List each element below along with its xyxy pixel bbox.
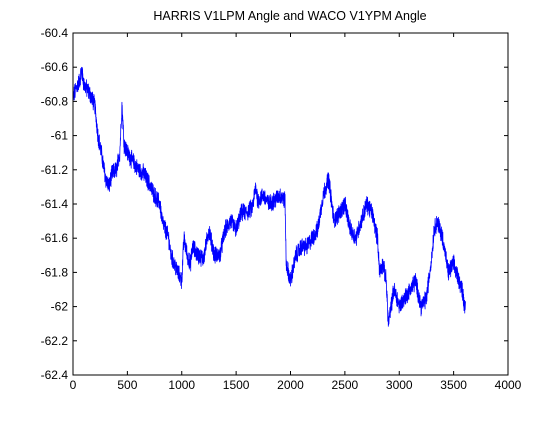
- y-tick-label: -60.8: [41, 94, 69, 108]
- axes-layer: 0 500 1000 1500 2000 2500 3000 3500 4000 -60.4 -60…: [41, 26, 522, 392]
- series-layer: [72, 66, 466, 327]
- y-tick-label: -60.4: [41, 26, 69, 40]
- x-tick-label: 2500: [332, 378, 359, 392]
- x-tick-label: 500: [117, 378, 137, 392]
- plot-area: [73, 33, 508, 375]
- x-tick-label: 0: [70, 378, 77, 392]
- chart-title: HARRIS V1LPM Angle and WACO V1YPM Angle: [153, 9, 426, 23]
- y-tick-label: -60.6: [41, 60, 69, 74]
- plot-frame: [72, 32, 509, 376]
- y-tick-label: -61.6: [41, 231, 69, 245]
- y-tick-label: -62.4: [41, 368, 69, 382]
- x-tick-label: 4000: [495, 378, 522, 392]
- x-tick-label: 3500: [440, 378, 467, 392]
- x-tick-label: 3000: [386, 378, 413, 392]
- y-tick-label: -62: [51, 300, 69, 314]
- y-tick-label: -61.2: [41, 163, 69, 177]
- x-tick-label: 2000: [277, 378, 304, 392]
- x-tick-label: 1000: [168, 378, 195, 392]
- y-tick-label: -61.4: [41, 197, 69, 211]
- series-line-0: [72, 66, 466, 327]
- x-tick-label: 1500: [223, 378, 250, 392]
- y-tick-label: -62.2: [41, 334, 69, 348]
- y-tick-label: -61.8: [41, 265, 69, 279]
- y-tick-label: -61: [51, 129, 69, 143]
